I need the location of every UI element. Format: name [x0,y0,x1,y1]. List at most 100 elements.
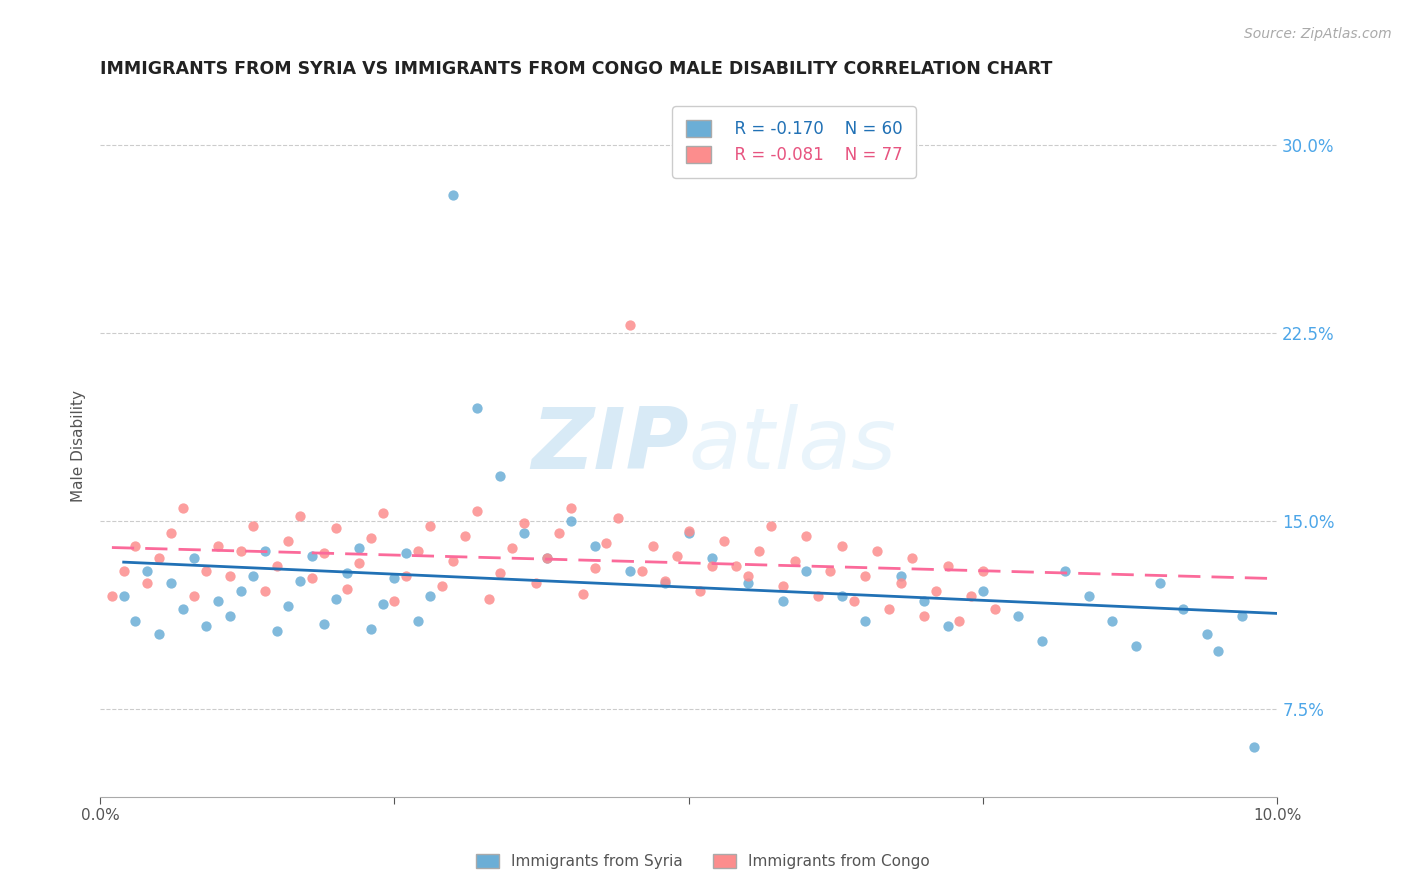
Point [253,584,276,599]
Point [936,558,959,573]
Point [360,532,382,546]
Point [290,508,312,523]
Point [419,589,441,603]
Point [136,576,159,591]
Point [807,589,830,603]
Point [384,572,406,586]
Point [818,564,841,578]
Point [489,468,512,483]
Point [796,529,818,543]
Text: IMMIGRANTS FROM SYRIA VS IMMIGRANTS FROM CONGO MALE DISABILITY CORRELATION CHART: IMMIGRANTS FROM SYRIA VS IMMIGRANTS FROM… [100,60,1053,78]
Point [724,558,747,573]
Point [101,589,124,603]
Point [1007,609,1029,624]
Point [866,544,889,558]
Point [1230,609,1253,624]
Point [478,591,501,606]
Point [583,539,606,553]
Point [430,579,453,593]
Point [253,544,276,558]
Point [783,554,806,568]
Point [583,561,606,575]
Point [877,601,900,615]
Point [395,546,418,560]
Point [936,619,959,633]
Point [654,574,676,588]
Point [1031,634,1053,648]
Point [124,539,146,553]
Point [548,526,571,541]
Point [571,586,593,600]
Point [266,624,288,639]
Point [218,609,240,624]
Point [853,614,876,628]
Point [1208,644,1230,658]
Point [689,584,711,599]
Point [772,579,794,593]
Point [665,549,688,563]
Point [1077,589,1099,603]
Point [1125,639,1147,653]
Point [371,506,394,520]
Point [159,526,181,541]
Point [1243,739,1265,754]
Point [441,187,464,202]
Point [159,576,181,591]
Point [560,514,582,528]
Point [890,576,912,591]
Point [853,569,876,583]
Point [465,504,488,518]
Point [524,576,547,591]
Point [619,564,641,578]
Legend:   R = -0.170    N = 60,   R = -0.081    N = 77: R = -0.170 N = 60, R = -0.081 N = 77 [672,106,915,178]
Text: ZIP: ZIP [531,404,689,487]
Point [737,569,759,583]
Point [371,597,394,611]
Legend: Immigrants from Syria, Immigrants from Congo: Immigrants from Syria, Immigrants from C… [470,848,936,875]
Point [607,511,630,525]
Point [441,554,464,568]
Point [984,601,1007,615]
Point [454,529,477,543]
Point [595,536,617,550]
Point [172,501,194,516]
Point [465,401,488,415]
Point [231,544,253,558]
Point [148,551,170,566]
Point [1101,614,1123,628]
Point [748,544,770,558]
Point [702,558,724,573]
Y-axis label: Male Disability: Male Disability [72,390,86,501]
Point [112,589,135,603]
Point [395,569,418,583]
Point [842,594,865,608]
Point [678,526,700,541]
Point [242,569,264,583]
Point [183,589,205,603]
Point [325,591,347,606]
Point [1171,601,1194,615]
Point [702,551,724,566]
Point [619,318,641,333]
Point [207,594,229,608]
Point [207,539,229,553]
Point [195,564,218,578]
Point [312,616,335,631]
Point [242,518,264,533]
Point [912,594,935,608]
Point [419,518,441,533]
Point [277,533,299,548]
Point [1195,626,1218,640]
Point [231,584,253,599]
Point [1149,576,1171,591]
Point [406,544,429,558]
Point [912,609,935,624]
Point [536,551,558,566]
Point [183,551,205,566]
Point [172,601,194,615]
Point [384,594,406,608]
Point [325,521,347,535]
Point [347,541,370,556]
Point [301,572,323,586]
Point [654,576,676,591]
